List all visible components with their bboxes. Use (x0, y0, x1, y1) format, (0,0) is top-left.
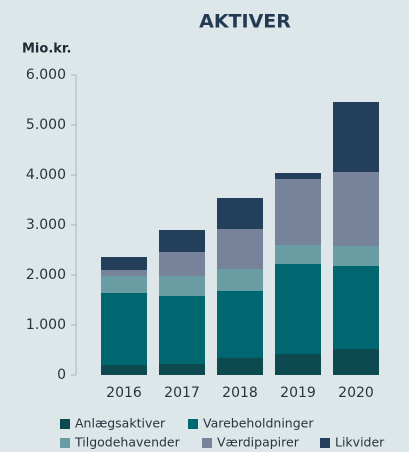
bar-segment (159, 252, 205, 276)
bar-segment (217, 291, 263, 358)
legend-swatch (60, 419, 70, 429)
bar-segment (217, 198, 263, 229)
bar-segment (217, 269, 263, 291)
legend-swatch (188, 419, 198, 429)
bar-segment (333, 349, 379, 375)
legend-swatch (202, 438, 212, 448)
y-tick-label: 2.000 (26, 267, 66, 283)
bar-segment (159, 364, 205, 375)
y-tick-label: 6.000 (26, 67, 66, 83)
x-tick-label: 2016 (106, 385, 142, 401)
x-tick-label: 2018 (222, 385, 258, 401)
chart-title: AKTIVER (199, 11, 291, 33)
bar-segment (101, 293, 147, 365)
bar-segment (159, 296, 205, 364)
y-tick-label: 3.000 (26, 217, 66, 233)
bar-segment (217, 229, 263, 269)
x-tick-label: 2020 (338, 385, 374, 401)
bar-segment (101, 276, 147, 293)
legend-label: Varebeholdninger (203, 416, 314, 431)
bar-segment (159, 276, 205, 296)
y-tick-label: 0 (57, 367, 66, 383)
bar-segment (275, 264, 321, 354)
legend-label: Anlægsaktiver (75, 416, 166, 431)
y-tick-label: 1.000 (26, 317, 66, 333)
bar-segment (217, 358, 263, 375)
bar-segment (101, 270, 147, 276)
bar-segment (275, 179, 321, 245)
bar-segment (333, 172, 379, 246)
bar-segment (275, 173, 321, 179)
legend-swatch (60, 438, 70, 448)
bar-segment (275, 354, 321, 375)
bar-segment (333, 266, 379, 349)
x-tick-label: 2019 (280, 385, 316, 401)
bar-segment (275, 245, 321, 264)
bar-segment (333, 102, 379, 172)
x-tick-label: 2017 (164, 385, 200, 401)
y-axis-label: Mio.kr. (22, 42, 71, 57)
legend-label: Værdipapirer (217, 435, 300, 450)
bar-segment (101, 257, 147, 270)
legend-swatch (320, 438, 330, 448)
y-tick-label: 4.000 (26, 167, 66, 183)
bar-segment (159, 230, 205, 252)
y-tick-label: 5.000 (26, 117, 66, 133)
legend-label: Likvider (335, 435, 385, 450)
legend-label: Tilgodehavender (74, 435, 181, 450)
bar-segment (333, 246, 379, 266)
bar-segment (101, 365, 147, 375)
